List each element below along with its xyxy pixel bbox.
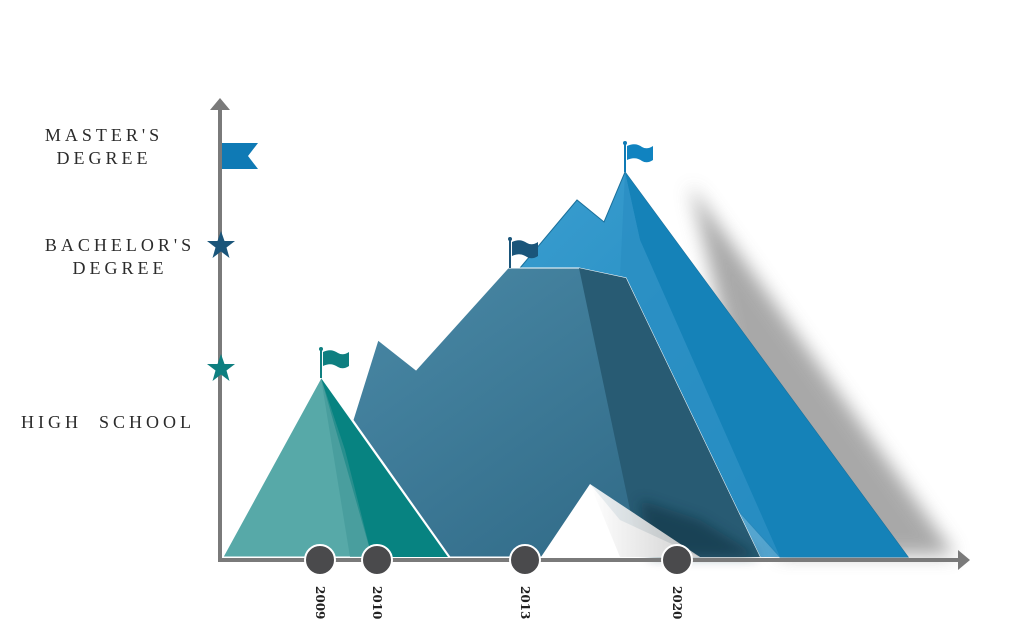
level-label-high-school: HIGH SCHOOL [21, 412, 195, 432]
flag-icon [508, 237, 538, 268]
x-axis-arrow-icon [958, 550, 970, 570]
y-axis-arrow-icon [210, 98, 230, 110]
flag-icon [319, 347, 349, 378]
star-icon [207, 354, 235, 381]
level-label-masters: MASTER'S DEGREE [44, 125, 164, 168]
high-school-mountain [222, 377, 449, 558]
bachelors-mountain [352, 267, 761, 558]
year-label: 2009 [313, 586, 327, 620]
level-label-bachelors: BACHELOR'S DEGREE [44, 235, 196, 278]
year-marker [661, 544, 693, 576]
flag-icon [222, 143, 258, 169]
year-label: 2010 [370, 586, 384, 620]
flag-icon [623, 141, 653, 172]
white-peak [541, 484, 700, 557]
year-marker [509, 544, 541, 576]
year-label: 2020 [670, 586, 684, 620]
star-icon [207, 231, 235, 258]
year-marker [304, 544, 336, 576]
year-label: 2013 [518, 586, 532, 620]
year-marker [361, 544, 393, 576]
mountain-shadow [690, 185, 955, 555]
